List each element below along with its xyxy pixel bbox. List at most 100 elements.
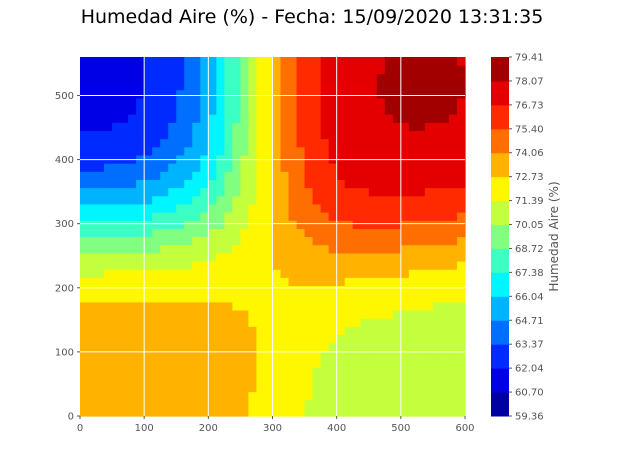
contour-cell <box>192 114 201 123</box>
contour-cell <box>280 73 290 83</box>
contour-cell <box>200 212 209 221</box>
contour-cell <box>376 375 386 384</box>
contour-cell <box>440 171 450 180</box>
contour-cell <box>184 326 193 336</box>
contour-cell <box>264 89 274 99</box>
contour-cell <box>376 399 386 409</box>
contour-cell <box>160 285 169 295</box>
contour-cell <box>152 350 161 360</box>
contour-cell <box>376 146 386 156</box>
contour-cell <box>248 171 258 180</box>
contour-cell <box>176 228 185 238</box>
contour-cell <box>168 171 177 180</box>
contour-cell <box>424 285 434 295</box>
contour-cell <box>288 236 298 246</box>
contour-cell <box>104 252 113 262</box>
contour-cell <box>208 309 217 319</box>
contour-cell <box>192 212 201 221</box>
contour-cell <box>192 269 201 278</box>
contour-cell <box>152 407 161 417</box>
contour-cell <box>400 334 410 344</box>
contour-cell <box>200 220 209 229</box>
contour-cell <box>256 163 266 172</box>
contour-cell <box>144 73 153 83</box>
contour-cell <box>360 57 370 66</box>
contour-cell <box>128 73 137 83</box>
contour-cell <box>184 391 193 401</box>
contour-cell <box>144 383 153 393</box>
contour-cell <box>112 57 121 66</box>
contour-cell <box>96 375 105 384</box>
contour-cell <box>176 293 185 303</box>
contour-cell <box>136 114 145 123</box>
contour-cell <box>296 203 306 213</box>
contour-cell <box>288 399 298 409</box>
contour-cell <box>112 212 121 221</box>
contour-cell <box>280 57 290 66</box>
contour-cell <box>272 122 282 132</box>
contour-cell <box>280 383 290 393</box>
contour-cell <box>80 342 89 352</box>
contour-cell <box>272 269 282 278</box>
contour-cell <box>304 244 314 254</box>
contour-cell <box>96 407 105 417</box>
contour-cell <box>456 57 466 66</box>
contour-cell <box>432 228 442 238</box>
contour-cell <box>416 350 426 360</box>
contour-cell <box>216 228 225 238</box>
contour-cell <box>360 375 370 384</box>
contour-cell <box>120 326 129 336</box>
contour-cell <box>216 334 225 344</box>
contour-cell <box>440 269 450 278</box>
contour-cell <box>392 89 402 99</box>
contour-cell <box>344 285 354 295</box>
contour-cell <box>240 163 250 172</box>
contour-cell <box>288 309 298 319</box>
contour-cell <box>248 163 258 172</box>
contour-cell <box>384 236 394 246</box>
contour-cell <box>120 277 129 287</box>
contour-cell <box>360 138 370 148</box>
contour-cell <box>328 269 338 278</box>
contour-cell <box>352 318 362 327</box>
contour-cell <box>368 171 378 180</box>
contour-cell <box>216 212 225 221</box>
contour-cell <box>232 318 242 327</box>
contour-cell <box>288 244 298 254</box>
contour-cell <box>80 375 89 384</box>
contour-cell <box>160 89 169 99</box>
contour-cell <box>144 285 153 295</box>
contour-cell <box>216 65 225 74</box>
contour-cell <box>432 130 442 140</box>
contour-cell <box>336 57 346 66</box>
contour-cell <box>240 228 250 238</box>
contour-cell <box>400 260 410 270</box>
contour-cell <box>256 399 266 409</box>
contour-cell <box>288 171 298 180</box>
contour-cell <box>184 65 193 74</box>
contour-cell <box>384 309 394 319</box>
contour-cell <box>344 244 354 254</box>
contour-cell <box>224 65 233 74</box>
contour-cell <box>232 334 242 344</box>
contour-cell <box>136 57 145 66</box>
contour-cell <box>456 285 466 295</box>
contour-cell <box>240 220 250 229</box>
contour-cell <box>400 73 410 83</box>
contour-cell <box>96 399 105 409</box>
contour-cell <box>448 334 458 344</box>
contour-cell <box>440 334 450 344</box>
contour-cell <box>432 350 442 360</box>
contour-cell <box>200 171 209 180</box>
contour-cell <box>104 220 113 229</box>
contour-cell <box>336 326 346 336</box>
contour-cell <box>328 212 338 221</box>
contour-cell <box>456 114 466 123</box>
contour-cell <box>432 244 442 254</box>
contour-cell <box>376 122 386 132</box>
contour-cell <box>320 179 330 189</box>
contour-cell <box>280 122 290 132</box>
contour-cell <box>272 236 282 246</box>
contour-cell <box>168 350 177 360</box>
